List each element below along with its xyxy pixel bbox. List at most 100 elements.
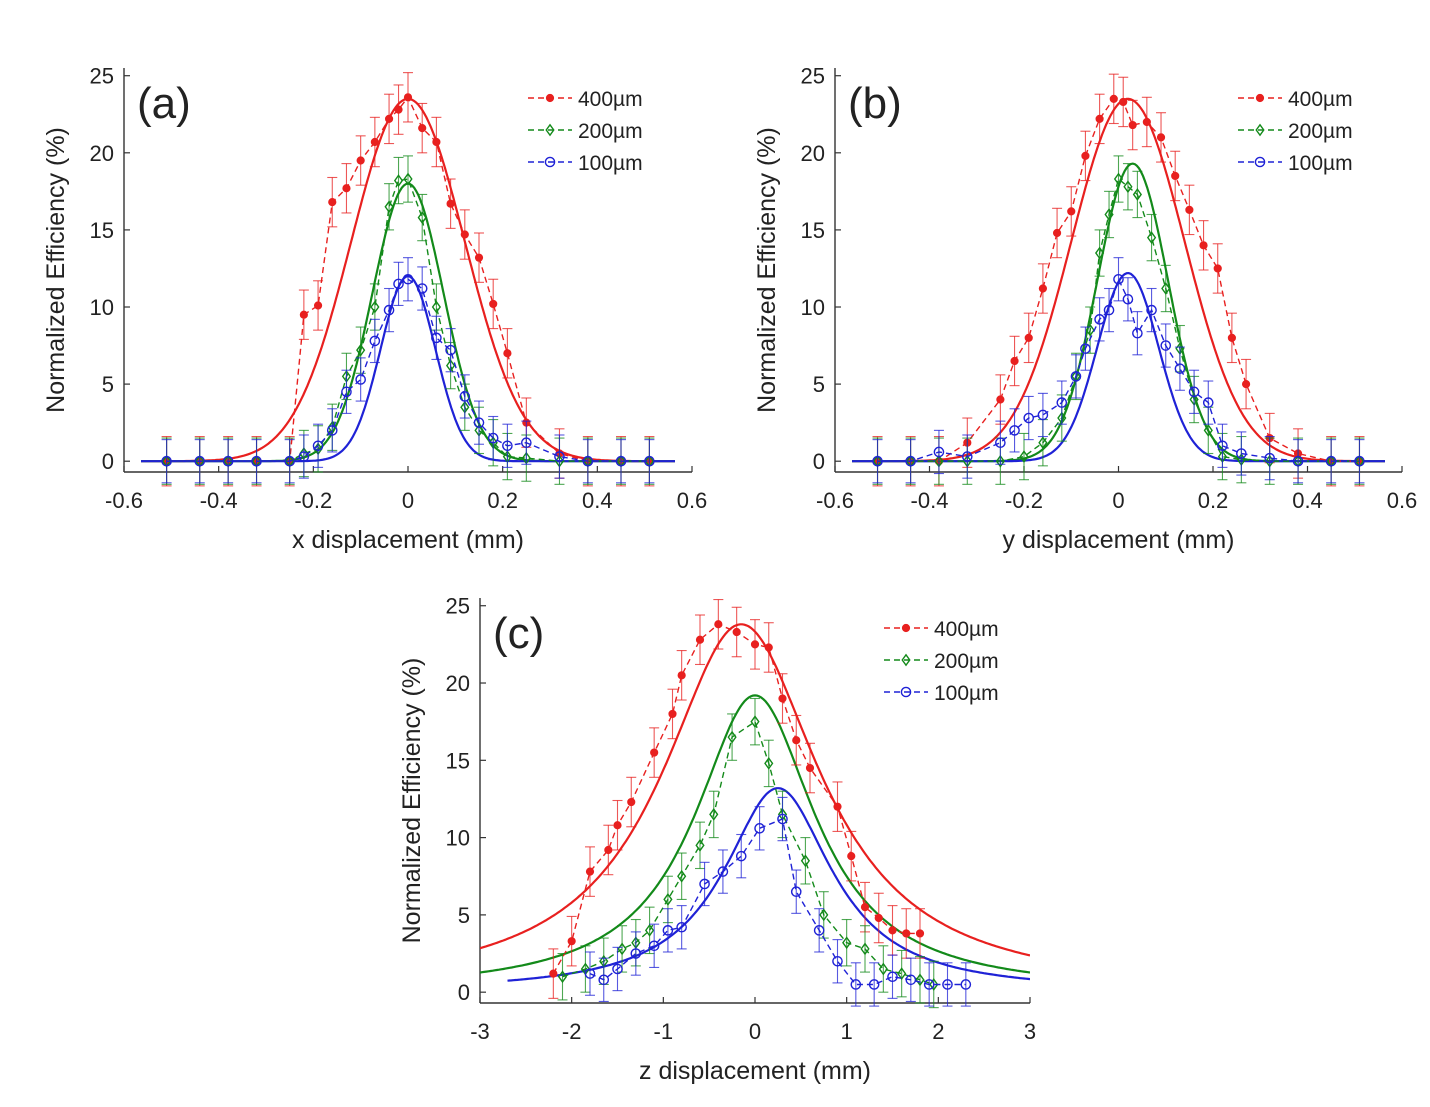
series-200um	[557, 697, 939, 1009]
fit-curve-400um	[480, 623, 1030, 957]
y-tick-label: 20	[446, 671, 470, 696]
data-point	[1081, 151, 1090, 160]
y-tick-label: 25	[801, 64, 825, 89]
data-point	[251, 455, 262, 467]
legend-marker-100um	[544, 156, 556, 168]
data-point	[431, 300, 442, 314]
data-point	[615, 455, 627, 467]
data-point	[598, 974, 610, 986]
data-point	[384, 114, 394, 123]
series-100um	[872, 257, 1365, 484]
series-line	[877, 277, 1360, 462]
legend-label-200um: 200µm	[934, 650, 999, 673]
data-point	[446, 199, 455, 208]
data-point	[915, 973, 925, 987]
x-tick-label: -0.4	[911, 488, 949, 513]
data-point	[1037, 409, 1049, 421]
data-point	[819, 908, 829, 922]
data-point	[962, 451, 973, 462]
y-tick-label: 20	[801, 141, 825, 166]
data-point	[161, 455, 172, 467]
data-point	[754, 823, 765, 834]
data-point	[627, 797, 636, 807]
data-point	[644, 923, 655, 937]
data-point	[326, 425, 338, 436]
data-point	[383, 304, 395, 316]
data-point	[582, 455, 594, 467]
data-point	[1095, 114, 1104, 123]
data-point	[1104, 208, 1114, 221]
data-point	[732, 627, 741, 637]
data-point	[1122, 293, 1134, 305]
data-point	[929, 978, 939, 991]
data-point	[355, 374, 366, 385]
data-point	[328, 198, 337, 207]
series-200um	[872, 155, 1365, 485]
data-point	[299, 310, 308, 319]
x-tick-label: -2	[562, 1019, 582, 1044]
data-point	[778, 694, 787, 703]
data-point	[1236, 448, 1247, 459]
data-point	[557, 970, 568, 984]
data-point	[1241, 380, 1251, 389]
data-point	[342, 184, 351, 193]
data-point	[905, 974, 917, 986]
data-point	[1188, 386, 1200, 398]
chart-panel-2: -0.6 -0.4 -0.2 0 0.2 0.4 0.6 0 5 10 15 20 25 y displa…	[753, 64, 1417, 554]
x-tick-label: -1	[654, 1019, 674, 1044]
data-point	[1132, 327, 1143, 339]
data-point	[887, 971, 898, 983]
data-point	[1085, 323, 1095, 337]
x-tick-label: 2	[932, 1019, 944, 1044]
data-point	[764, 757, 774, 770]
y-tick-label: 10	[446, 826, 470, 851]
data-point	[995, 454, 1005, 468]
panel-label: (c)	[493, 609, 544, 658]
x-tick-label: 0	[402, 488, 414, 513]
data-point	[1070, 371, 1082, 382]
data-point	[677, 671, 686, 680]
data-point	[897, 967, 907, 981]
legend-marker-200um	[1255, 123, 1265, 137]
data-point	[1199, 241, 1208, 250]
data-point	[915, 929, 925, 938]
data-point	[1094, 314, 1105, 325]
data-point	[695, 635, 705, 644]
data-point	[418, 124, 427, 133]
legend-label-200um: 200µm	[578, 120, 643, 143]
data-point	[1056, 397, 1068, 408]
legend-marker-100um	[900, 686, 912, 698]
series-line	[877, 177, 1360, 462]
data-point	[942, 979, 953, 990]
series-line	[166, 178, 650, 462]
data-point	[750, 715, 760, 729]
panel-label: (b)	[848, 79, 902, 128]
data-point	[1354, 455, 1365, 467]
y-tick-label: 0	[102, 449, 114, 474]
data-point	[1203, 423, 1213, 437]
data-point	[356, 343, 366, 357]
data-point	[662, 925, 674, 936]
data-point	[1160, 340, 1172, 351]
data-point	[1146, 304, 1157, 316]
data-point	[284, 455, 295, 467]
data-point	[644, 455, 655, 467]
data-point	[878, 962, 888, 976]
data-point	[764, 643, 773, 652]
x-tick-label: 0.2	[1198, 488, 1229, 513]
data-point	[1174, 363, 1186, 374]
legend-label-100um: 100µm	[1288, 152, 1353, 175]
data-point	[431, 332, 442, 344]
fit-curve-100um	[141, 275, 675, 463]
data-point	[630, 948, 642, 959]
data-point	[369, 335, 381, 347]
series-line	[589, 818, 966, 986]
legend: 400µm 200µm 100µm	[884, 618, 999, 705]
legend-label-400um: 400µm	[578, 88, 643, 111]
data-point	[860, 942, 870, 956]
data-point	[832, 955, 843, 967]
y-tick-label: 25	[446, 594, 470, 619]
data-point	[868, 979, 880, 990]
y-axis-label: Normalized Efficiency (%)	[753, 127, 781, 413]
x-tick-label: 0.2	[487, 488, 518, 513]
